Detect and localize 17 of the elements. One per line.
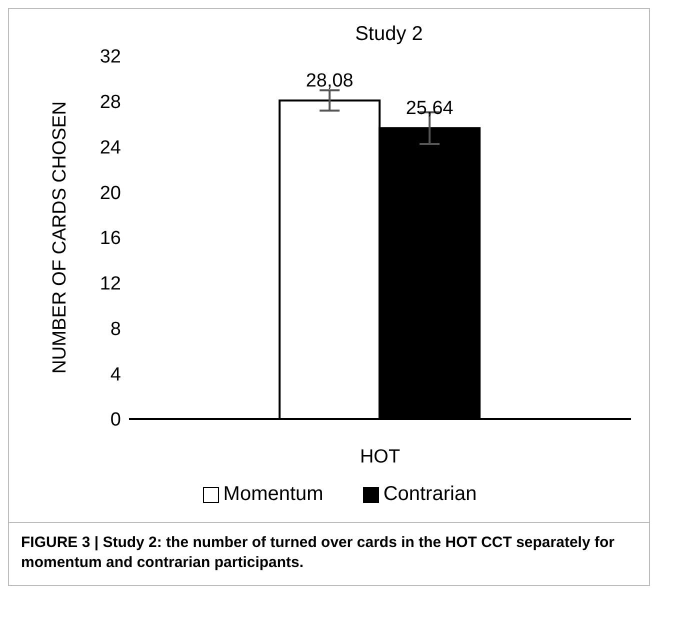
y-axis-title: NUMBER OF CARDS CHOSEN <box>50 101 71 374</box>
legend-label: Contrarian <box>383 483 477 506</box>
y-tick-label: 0 <box>110 410 121 431</box>
caption: FIGURE 3 | Study 2: the number of turned over cards in the HOT CCT separately for momentum and contrarian participants. <box>9 522 649 585</box>
y-tick-label: 16 <box>100 228 121 250</box>
y-tick-label: 20 <box>100 182 121 204</box>
data-label: 25,64 <box>406 98 454 120</box>
data-label: 28,08 <box>306 70 354 92</box>
y-tick-label: 28 <box>100 92 121 114</box>
legend-label: Momentum <box>223 483 324 506</box>
y-tick-label: 12 <box>100 274 121 295</box>
y-tick-label: 8 <box>110 318 121 340</box>
y-tick-label: 32 <box>100 46 121 68</box>
x-tick-label: HOT <box>360 446 400 468</box>
chart-title: Study 2 <box>354 23 424 46</box>
y-tick-label: 4 <box>110 364 122 386</box>
y-tick-label: 24 <box>100 137 122 158</box>
